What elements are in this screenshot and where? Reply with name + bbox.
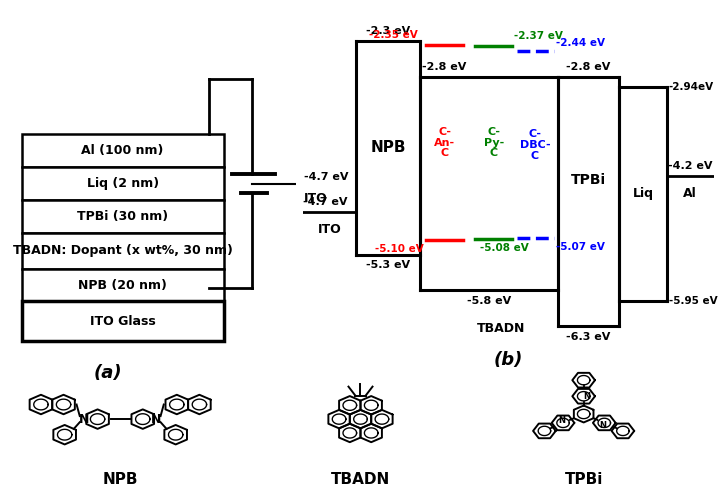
Text: C-
Py-
C: C- Py- C [484, 127, 504, 158]
Text: -5.8 eV: -5.8 eV [466, 296, 511, 306]
Text: C-
An-
C: C- An- C [434, 127, 455, 158]
Text: TPBi: TPBi [565, 472, 603, 487]
Text: -5.10 eV: -5.10 eV [376, 244, 424, 254]
Bar [22, 233, 224, 269]
Text: N: N [583, 392, 590, 401]
Text: ITO Glass: ITO Glass [89, 314, 156, 327]
Text: -2.35 eV: -2.35 eV [369, 30, 418, 40]
Text: (b): (b) [494, 351, 523, 369]
Text: -5.95 eV: -5.95 eV [668, 296, 717, 306]
Text: -2.37 eV: -2.37 eV [515, 31, 563, 41]
Text: -2.44 eV: -2.44 eV [556, 38, 605, 48]
Text: -2.8 eV: -2.8 eV [566, 62, 611, 72]
Text: N: N [558, 416, 565, 425]
Text: ITO: ITO [318, 223, 342, 236]
Text: NPB (20 nm): NPB (20 nm) [78, 278, 167, 292]
Bar [22, 167, 224, 200]
Text: Al: Al [684, 187, 697, 200]
Text: -5.3 eV: -5.3 eV [366, 260, 410, 270]
Text: TPBi (30 nm): TPBi (30 nm) [77, 210, 168, 223]
Bar [22, 134, 224, 167]
Text: TPBi: TPBi [571, 173, 606, 187]
Text: (a): (a) [94, 364, 123, 381]
Text: -2.8 eV: -2.8 eV [423, 62, 466, 72]
Text: -4.7 eV: -4.7 eV [304, 172, 349, 182]
Text: N: N [79, 413, 89, 426]
Text: -2.94eV: -2.94eV [668, 82, 714, 92]
Text: TBADN: TBADN [477, 322, 526, 335]
Text: TBADN: TBADN [331, 472, 390, 487]
Text: Liq (2 nm): Liq (2 nm) [87, 177, 159, 190]
Bar [22, 302, 224, 341]
Bar [22, 269, 224, 302]
Text: ITO: ITO [304, 192, 328, 205]
Text: Liq: Liq [632, 187, 653, 200]
Text: -4.2 eV: -4.2 eV [668, 161, 712, 172]
Text: -2.3 eV: -2.3 eV [366, 26, 410, 36]
Text: -5.07 eV: -5.07 eV [556, 242, 604, 252]
Bar [22, 200, 224, 233]
Text: TBADN: Dopant (x wt%, 30 nm): TBADN: Dopant (x wt%, 30 nm) [13, 244, 232, 257]
Text: -6.3 eV: -6.3 eV [566, 331, 611, 342]
Text: N: N [599, 421, 606, 430]
Text: NPB: NPB [102, 472, 138, 487]
Text: Al (100 nm): Al (100 nm) [81, 144, 164, 157]
Text: -4.7 eV: -4.7 eV [303, 197, 348, 207]
Text: C-
DBC-
C: C- DBC- C [520, 129, 550, 161]
Text: -5.08 eV: -5.08 eV [479, 243, 528, 252]
Text: N: N [151, 413, 162, 426]
Text: NPB: NPB [371, 140, 406, 155]
